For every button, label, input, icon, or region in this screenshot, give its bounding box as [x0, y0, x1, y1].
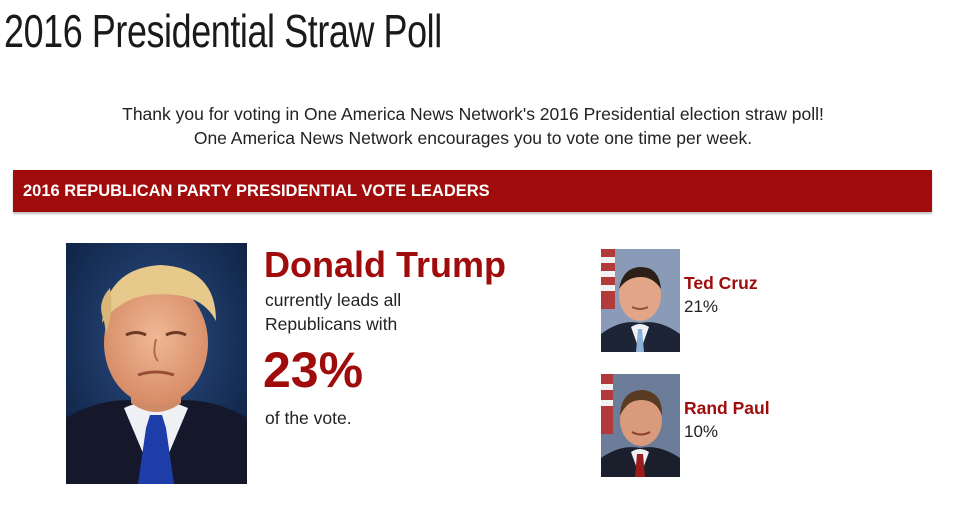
- runner-photo-paul: [601, 374, 680, 477]
- leader-percent: 23%: [263, 342, 364, 398]
- runner-photo-cruz: [601, 249, 680, 352]
- leader-text-line-1: currently leads all: [265, 290, 402, 310]
- leader-text-line-2: Republicans with: [265, 314, 398, 334]
- page-title: 2016 Presidential Straw Poll: [4, 5, 442, 57]
- runner-name-2: Rand Paul: [684, 398, 770, 418]
- leader-photo: [66, 243, 247, 484]
- intro-line-1: Thank you for voting in One America News…: [122, 104, 824, 124]
- leader-name: Donald Trump: [264, 244, 506, 285]
- runner-percent-2: 10%: [684, 422, 719, 441]
- section-banner: 2016 REPUBLICAN PARTY PRESIDENTIAL VOTE …: [13, 170, 932, 212]
- intro-text: Thank you for voting in One America News…: [0, 102, 946, 150]
- leader-tail-text: of the vote.: [265, 408, 352, 428]
- intro-line-2: One America News Network encourages you …: [193, 128, 753, 148]
- runner-percent-1: 21%: [684, 297, 719, 316]
- leader-description: currently leads all Republicans with: [265, 288, 401, 336]
- runner-name-1: Ted Cruz: [684, 273, 758, 293]
